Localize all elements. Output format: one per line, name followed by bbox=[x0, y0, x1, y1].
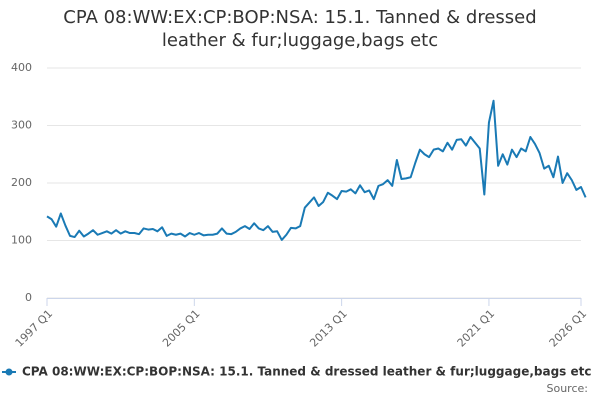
x-tick-label: 2026 Q1 bbox=[547, 307, 590, 350]
chart-title: CPA 08:WW:EX:CP:BOP:NSA: 15.1. Tanned & … bbox=[63, 7, 537, 51]
y-tick-label: 300 bbox=[11, 119, 32, 132]
y-tick-label: 200 bbox=[11, 176, 32, 189]
y-tick-label: 100 bbox=[11, 234, 32, 247]
legend-marker bbox=[5, 368, 13, 376]
x-tick-label: 1997 Q1 bbox=[13, 307, 56, 350]
x-tick-label: 2005 Q1 bbox=[160, 307, 203, 350]
y-tick-label: 0 bbox=[25, 291, 32, 304]
x-tick-label: 2013 Q1 bbox=[307, 307, 350, 350]
y-tick-label: 400 bbox=[11, 61, 32, 74]
source-label: Source: bbox=[547, 382, 589, 395]
series-line bbox=[46, 99, 587, 241]
legend-label: CPA 08:WW:EX:CP:BOP:NSA: 15.1. Tanned & … bbox=[22, 365, 591, 379]
x-tick-label: 2021 Q1 bbox=[455, 307, 498, 350]
